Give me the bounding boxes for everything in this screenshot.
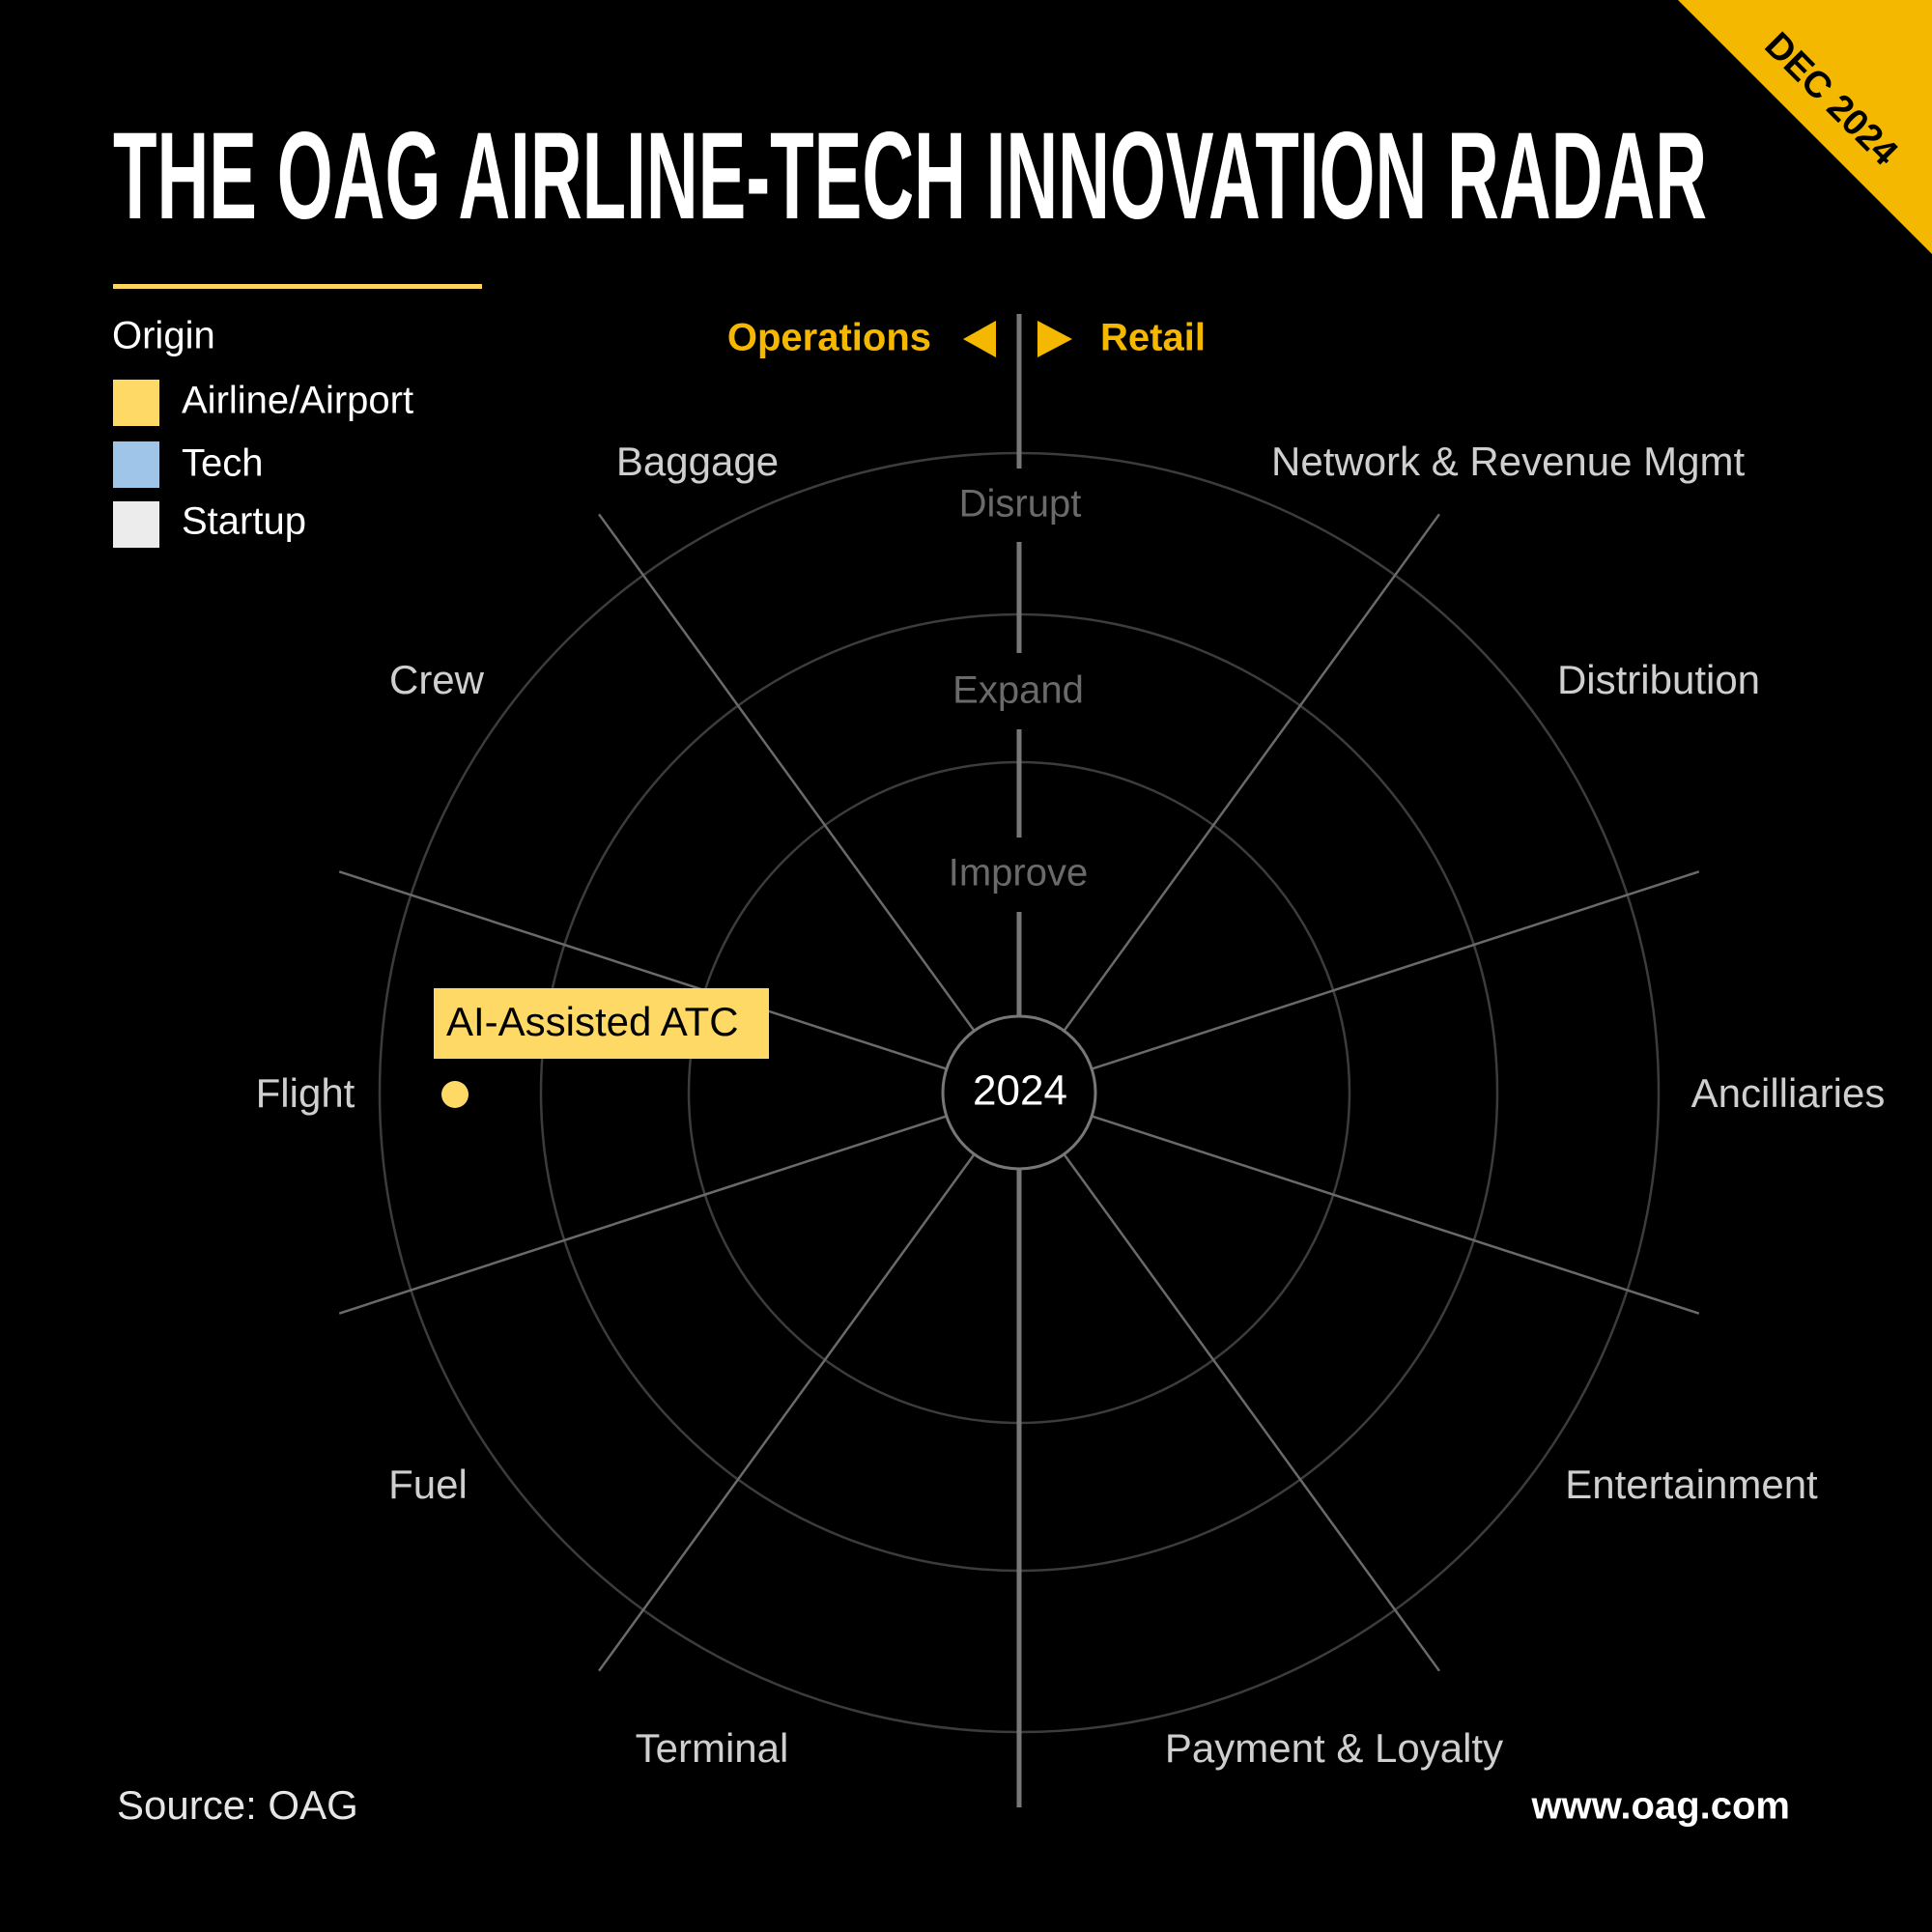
item-label: AI-Assisted ATC	[446, 999, 739, 1044]
legend-swatch	[113, 380, 159, 426]
legend-label: Startup	[182, 500, 306, 543]
badge-banner	[1678, 0, 1932, 254]
ring-label: Improve	[949, 852, 1089, 895]
legend-swatch	[113, 501, 159, 548]
category-label: Entertainment	[1565, 1462, 1818, 1507]
legend-label: Airline/Airport	[182, 380, 413, 422]
category-label: Baggage	[616, 439, 779, 484]
center-label: 2024	[973, 1067, 1067, 1115]
title: THE OAG AIRLINE-TECH INNOVATION RADAR	[113, 107, 1707, 245]
arrow-left	[963, 321, 996, 357]
legend-title: Origin	[112, 315, 215, 357]
title-underline	[113, 284, 482, 289]
spoke	[338, 870, 948, 1070]
category-label: Crew	[389, 657, 485, 702]
axis-left-label: Operations	[727, 317, 931, 359]
category-label: Fuel	[388, 1462, 468, 1507]
spoke	[1063, 513, 1440, 1032]
item-label-box	[434, 988, 769, 1059]
ring-label: Disrupt	[959, 483, 1082, 526]
category-label: Distribution	[1557, 657, 1760, 702]
spoke	[598, 513, 976, 1032]
category-label: Network & Revenue Mgmt	[1271, 439, 1746, 484]
category-label: Flight	[256, 1070, 355, 1116]
source: Source: OAG	[117, 1782, 358, 1828]
item-dot	[441, 1081, 469, 1108]
category-label: Payment & Loyalty	[1165, 1725, 1503, 1771]
ring-label: Expand	[952, 669, 1084, 712]
category-label: Terminal	[636, 1725, 789, 1771]
legend-label: Tech	[182, 442, 264, 485]
axis-right-label: Retail	[1100, 317, 1206, 359]
spoke	[598, 1153, 976, 1672]
spoke	[1091, 1115, 1700, 1315]
legend-swatch	[113, 441, 159, 488]
url: www.oag.com	[1531, 1785, 1790, 1828]
spoke	[1091, 870, 1700, 1070]
arrow-right	[1037, 321, 1072, 357]
center-circle	[941, 1014, 1097, 1171]
spoke	[338, 1115, 948, 1315]
category-label: Ancilliaries	[1691, 1070, 1886, 1116]
radar-grid	[338, 314, 1700, 1807]
spoke	[1063, 1153, 1440, 1672]
